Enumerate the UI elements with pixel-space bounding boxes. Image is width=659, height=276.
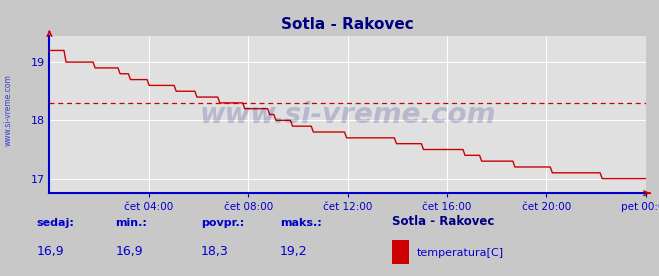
Text: www.si-vreme.com: www.si-vreme.com (200, 100, 496, 129)
Text: 16,9: 16,9 (36, 245, 64, 258)
Text: sedaj:: sedaj: (36, 218, 74, 228)
Text: 18,3: 18,3 (201, 245, 229, 258)
Text: maks.:: maks.: (280, 218, 322, 228)
Text: 16,9: 16,9 (115, 245, 143, 258)
Text: min.:: min.: (115, 218, 147, 228)
Text: Sotla - Rakovec: Sotla - Rakovec (392, 215, 494, 228)
Title: Sotla - Rakovec: Sotla - Rakovec (281, 17, 414, 32)
Text: www.si-vreme.com: www.si-vreme.com (3, 75, 13, 146)
Text: 19,2: 19,2 (280, 245, 308, 258)
Text: temperatura[C]: temperatura[C] (417, 248, 504, 258)
Text: povpr.:: povpr.: (201, 218, 244, 228)
